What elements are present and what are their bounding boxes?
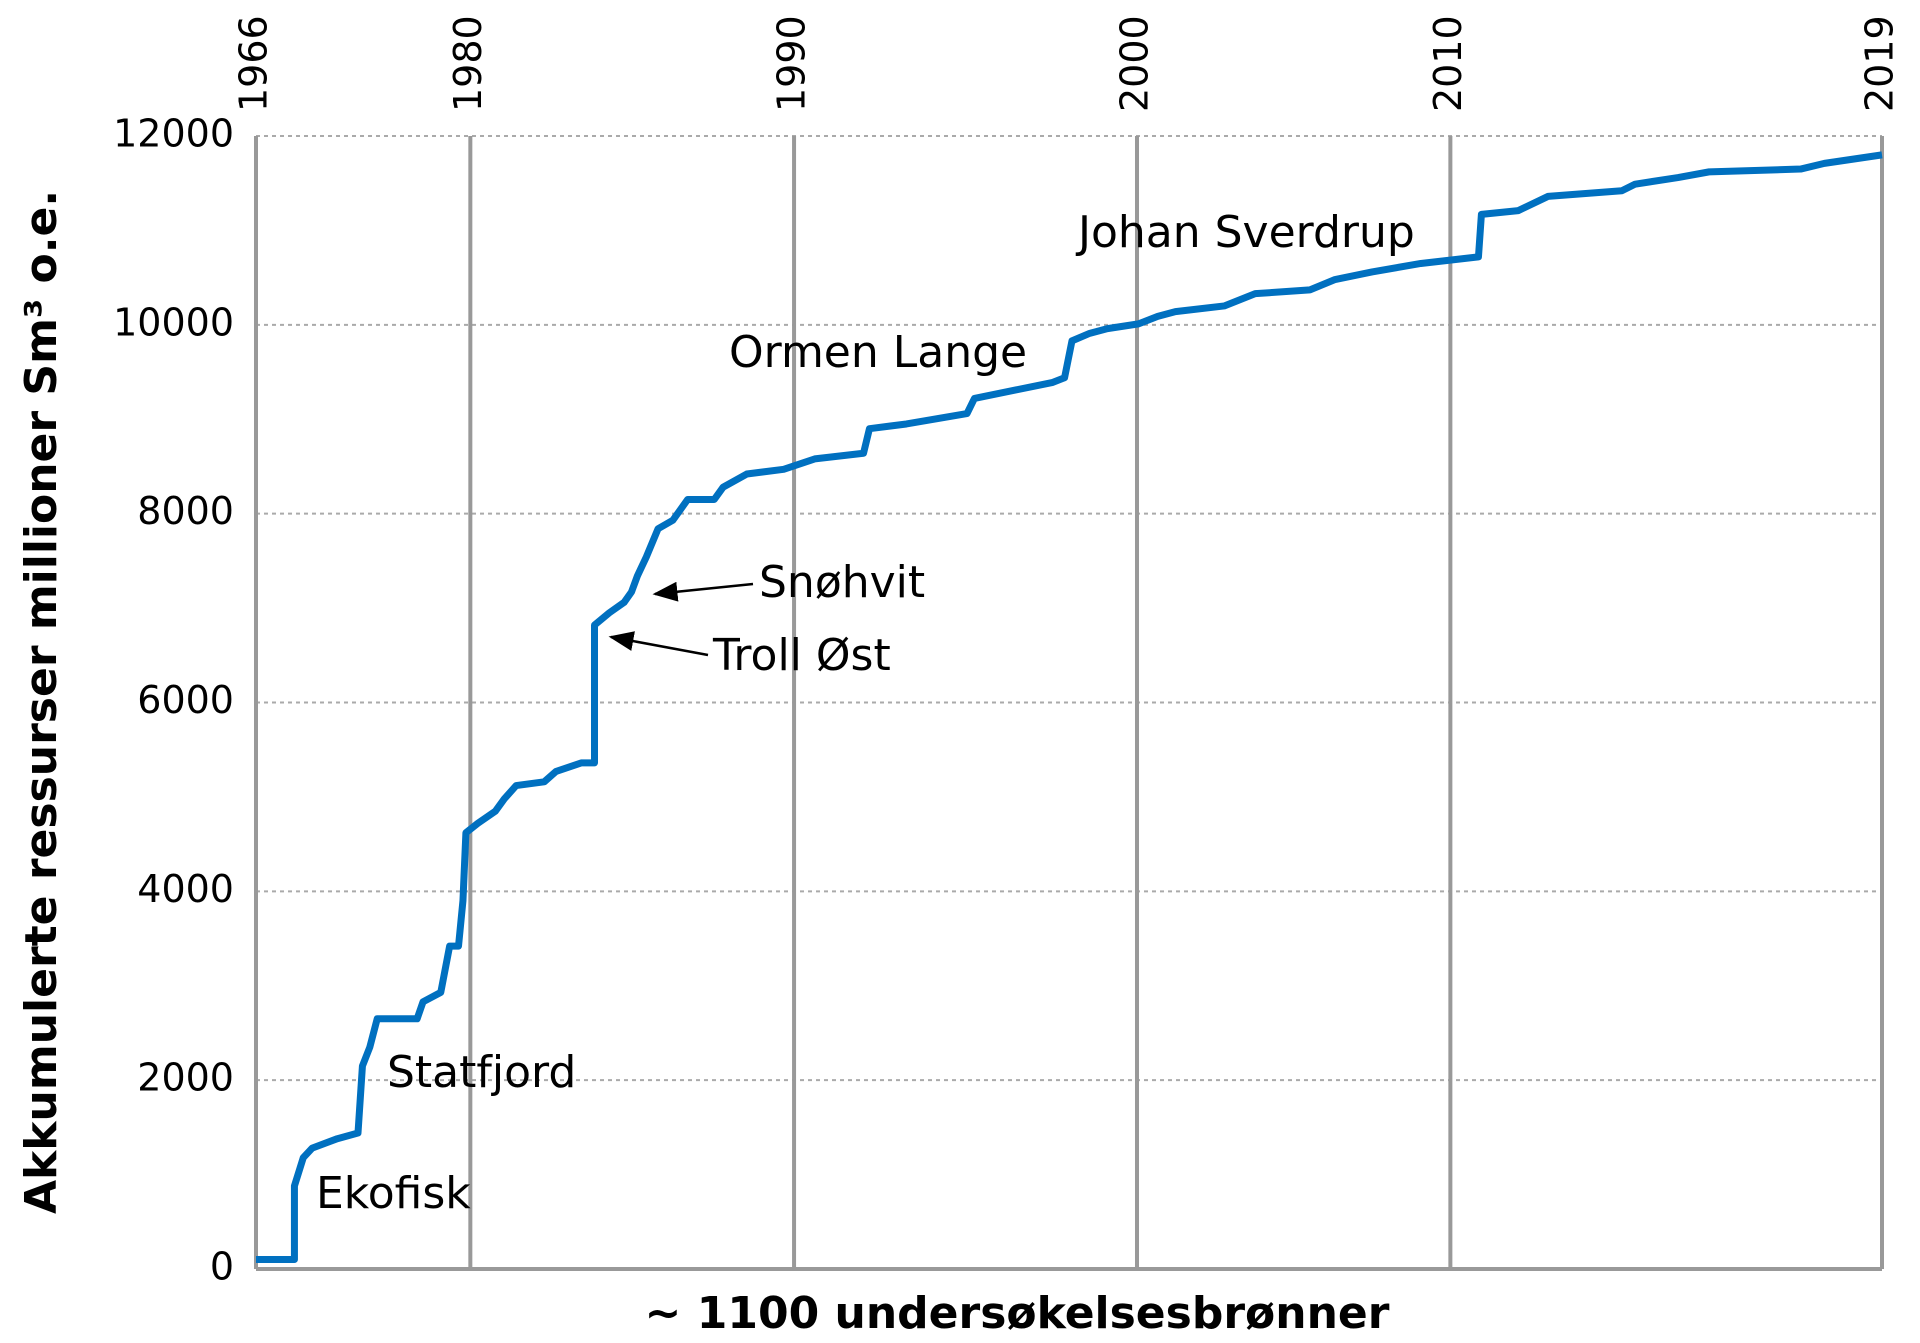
y-tick-label: 10000 [113, 300, 234, 344]
annotation: Troll Øst [712, 630, 891, 681]
y-axis-title: Akkumulerte ressurser millioner Sm³ o.e. [16, 190, 67, 1214]
x-tick-label: 2000 [1112, 15, 1156, 112]
y-tick-label: 2000 [137, 1056, 234, 1100]
y-tick-label: 12000 [113, 112, 234, 156]
data-line [256, 151, 1883, 1264]
x-axis-title: ~ 1100 undersøkelsesbrønner [645, 1288, 1390, 1339]
x-tick-label: 1966 [232, 15, 276, 112]
arrow [608, 631, 709, 657]
y-tick-label: 6000 [137, 678, 234, 722]
x-tick-label: 1990 [770, 15, 814, 112]
annotation: Snøhvit [759, 557, 925, 608]
y-tick-label: 4000 [137, 867, 234, 911]
x-tick-label: 1980 [446, 15, 490, 112]
x-tick-label: 2019 [1858, 15, 1902, 112]
annotation: Ormen Lange [729, 327, 1027, 378]
y-tick-label: 0 [210, 1245, 234, 1289]
annotation: Ekofisk [316, 1168, 471, 1219]
arrow [652, 581, 754, 602]
annotation: Johan Sverdrup [1075, 207, 1415, 258]
x-tick-label: 2010 [1426, 15, 1470, 112]
y-tick-label: 8000 [137, 489, 234, 533]
annotation: Statfjord [387, 1047, 576, 1098]
grid [254, 135, 1884, 1271]
